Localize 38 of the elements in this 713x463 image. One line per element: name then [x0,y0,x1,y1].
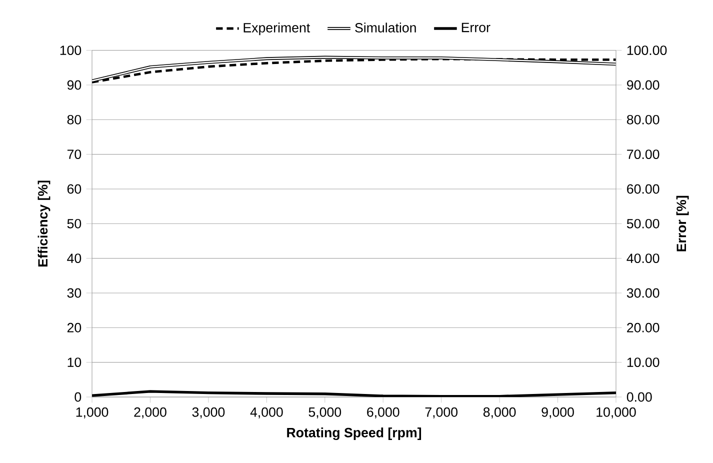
x-tick-label: 10,000 [596,407,636,418]
y-tick-label: 10 [68,358,82,368]
y2-tick-label: 0.00 [626,392,652,402]
x-tick-label: 7,000 [425,407,458,418]
y2-tick-label: 70.00 [627,150,660,160]
y2-axis-title: Error [%] [676,196,689,252]
x-tick-label: 6,000 [367,407,400,418]
y-tick-label: 0 [74,392,82,402]
y-tick-label: 60 [67,184,82,194]
y-tick-label: 90 [67,80,82,90]
y-tick-label: 50 [67,218,82,228]
y-tick-label: 30 [67,288,82,298]
y2-tick-label: 10.00 [627,358,660,368]
y-axis-title: Efficiency [%] [38,180,50,266]
legend-label: Error [462,22,490,32]
y-tick-label: 100 [60,46,82,56]
x-tick-label: 1,000 [76,407,108,418]
x-tick-label: 4,000 [250,407,283,418]
y2-tick-label: 50.00 [626,218,660,228]
y2-tick-label: 100.00 [627,46,667,56]
y-tick-label: 20 [67,322,82,332]
y2-tick-label: 90.00 [627,80,660,90]
y-tick-label: 80 [67,114,82,124]
y-tick-label: 70 [67,150,82,160]
y2-tick-label: 30.00 [626,288,660,298]
y2-tick-label: 40.00 [626,254,660,264]
x-tick-label: 5,000 [308,407,342,418]
y2-tick-label: 80.00 [626,114,660,124]
x-tick-label: 3,000 [192,407,225,418]
legend-label: Experiment [244,22,310,36]
x-axis-title: Rotating Speed [rpm] [287,428,422,440]
y2-tick-label: 20.00 [627,322,660,332]
x-tick-label: 2,000 [134,407,166,418]
y-tick-label: 40 [67,254,82,264]
y2-tick-label: 60.00 [627,184,660,194]
x-tick-label: 9,000 [542,407,574,418]
x-tick-label: 8,000 [483,407,516,418]
legend-label: Simulation [355,22,416,32]
